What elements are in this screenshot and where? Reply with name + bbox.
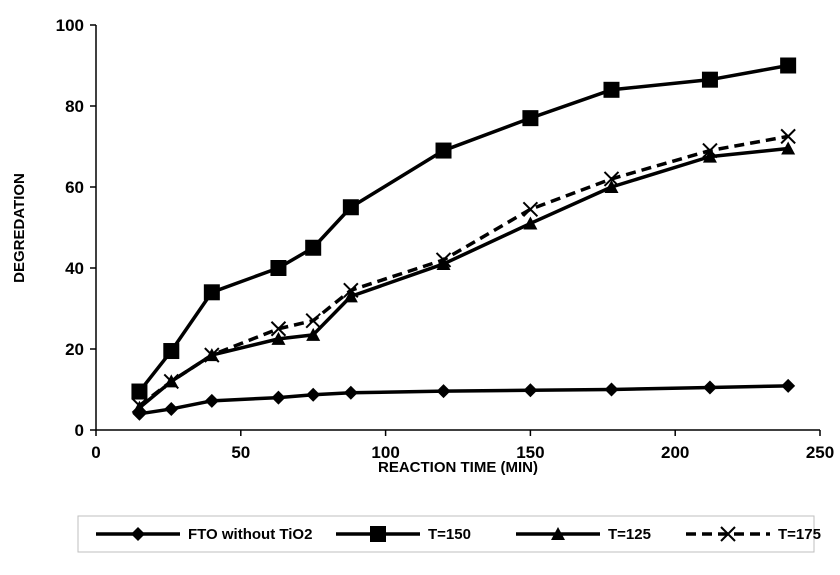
legend-items: FTO without TiO2 T=150 T=125 T=175: [96, 526, 821, 543]
data-point: [603, 171, 620, 187]
data-point: [343, 282, 359, 298]
data-point: [343, 289, 358, 303]
data-point: [270, 260, 287, 276]
y-tick-label: 20: [65, 340, 84, 359]
plot-area: 0 20 40 60 80 100 0 50 100 150 200 250: [56, 16, 835, 462]
series-line: [139, 384, 789, 416]
data-point: [203, 284, 220, 301]
data-point: [604, 180, 619, 193]
data-point: [163, 343, 180, 360]
data-point: [270, 321, 287, 337]
x-axis-title: REACTION TIME (MIN): [378, 459, 538, 476]
data-point: [523, 383, 538, 398]
legend-label: T=125: [608, 526, 651, 543]
data-point: [131, 397, 148, 414]
data-point: [343, 385, 358, 400]
data-point: [522, 201, 539, 217]
data-point: [305, 312, 321, 329]
data-point: [780, 57, 797, 74]
series-group: [131, 57, 797, 421]
x-tick-label: 150: [516, 443, 544, 462]
series-line: [138, 134, 789, 408]
data-point: [271, 331, 286, 345]
y-tick-label: 60: [65, 178, 84, 197]
y-tick-label: 100: [56, 16, 84, 35]
data-point: [436, 256, 451, 270]
data-point: [204, 347, 220, 363]
data-point: [604, 382, 619, 397]
data-point: [436, 384, 451, 399]
y-tick-label: 0: [75, 421, 84, 440]
y-tick-label: 40: [65, 259, 84, 278]
data-point: [271, 390, 286, 405]
series-0: [132, 378, 796, 421]
legend-marker: [370, 526, 386, 542]
data-point: [164, 401, 179, 416]
data-point: [780, 128, 796, 145]
data-point: [306, 387, 321, 402]
series-1: [131, 57, 797, 400]
legend-marker: [131, 527, 145, 541]
y-axis-title: DEGREDATION: [11, 173, 28, 283]
data-point: [702, 149, 717, 163]
x-tick-label: 50: [231, 443, 250, 462]
data-point: [702, 142, 718, 159]
data-point: [131, 383, 148, 400]
legend-label: FTO without TiO2: [188, 526, 312, 543]
legend-marker: [551, 527, 565, 540]
legend-marker: [720, 526, 736, 542]
series-2: [132, 141, 796, 414]
x-tick-label: 0: [91, 443, 100, 462]
data-point: [306, 327, 321, 341]
data-point: [522, 110, 539, 127]
x-tick-label: 200: [661, 443, 689, 462]
data-point: [603, 81, 620, 98]
legend-entry: T=125: [516, 526, 651, 543]
data-point: [342, 199, 359, 216]
data-point: [163, 373, 180, 390]
series-3: [131, 128, 796, 414]
legend-entry: T=175: [686, 526, 821, 543]
data-point: [435, 252, 452, 268]
legend-entry: FTO without TiO2: [96, 526, 312, 543]
data-point: [781, 378, 796, 393]
legend: FTO without TiO2 T=150 T=125 T=175: [77, 515, 821, 553]
y-tick-label: 80: [65, 97, 84, 116]
data-point: [702, 380, 717, 395]
data-point: [701, 71, 718, 88]
series-line: [138, 146, 789, 410]
data-point: [305, 239, 322, 256]
legend-label: T=175: [778, 526, 821, 543]
legend-entry: T=150: [336, 526, 471, 543]
data-point: [435, 142, 452, 159]
data-point: [523, 216, 538, 230]
x-tick-label: 250: [806, 443, 834, 462]
data-point: [781, 141, 796, 155]
legend-label: T=150: [428, 526, 471, 543]
series-line: [138, 63, 789, 393]
x-tick-label: 100: [371, 443, 399, 462]
axis-ticks: 0 20 40 60 80 100 0 50 100 150 200 250: [56, 16, 835, 462]
data-point: [204, 393, 219, 408]
